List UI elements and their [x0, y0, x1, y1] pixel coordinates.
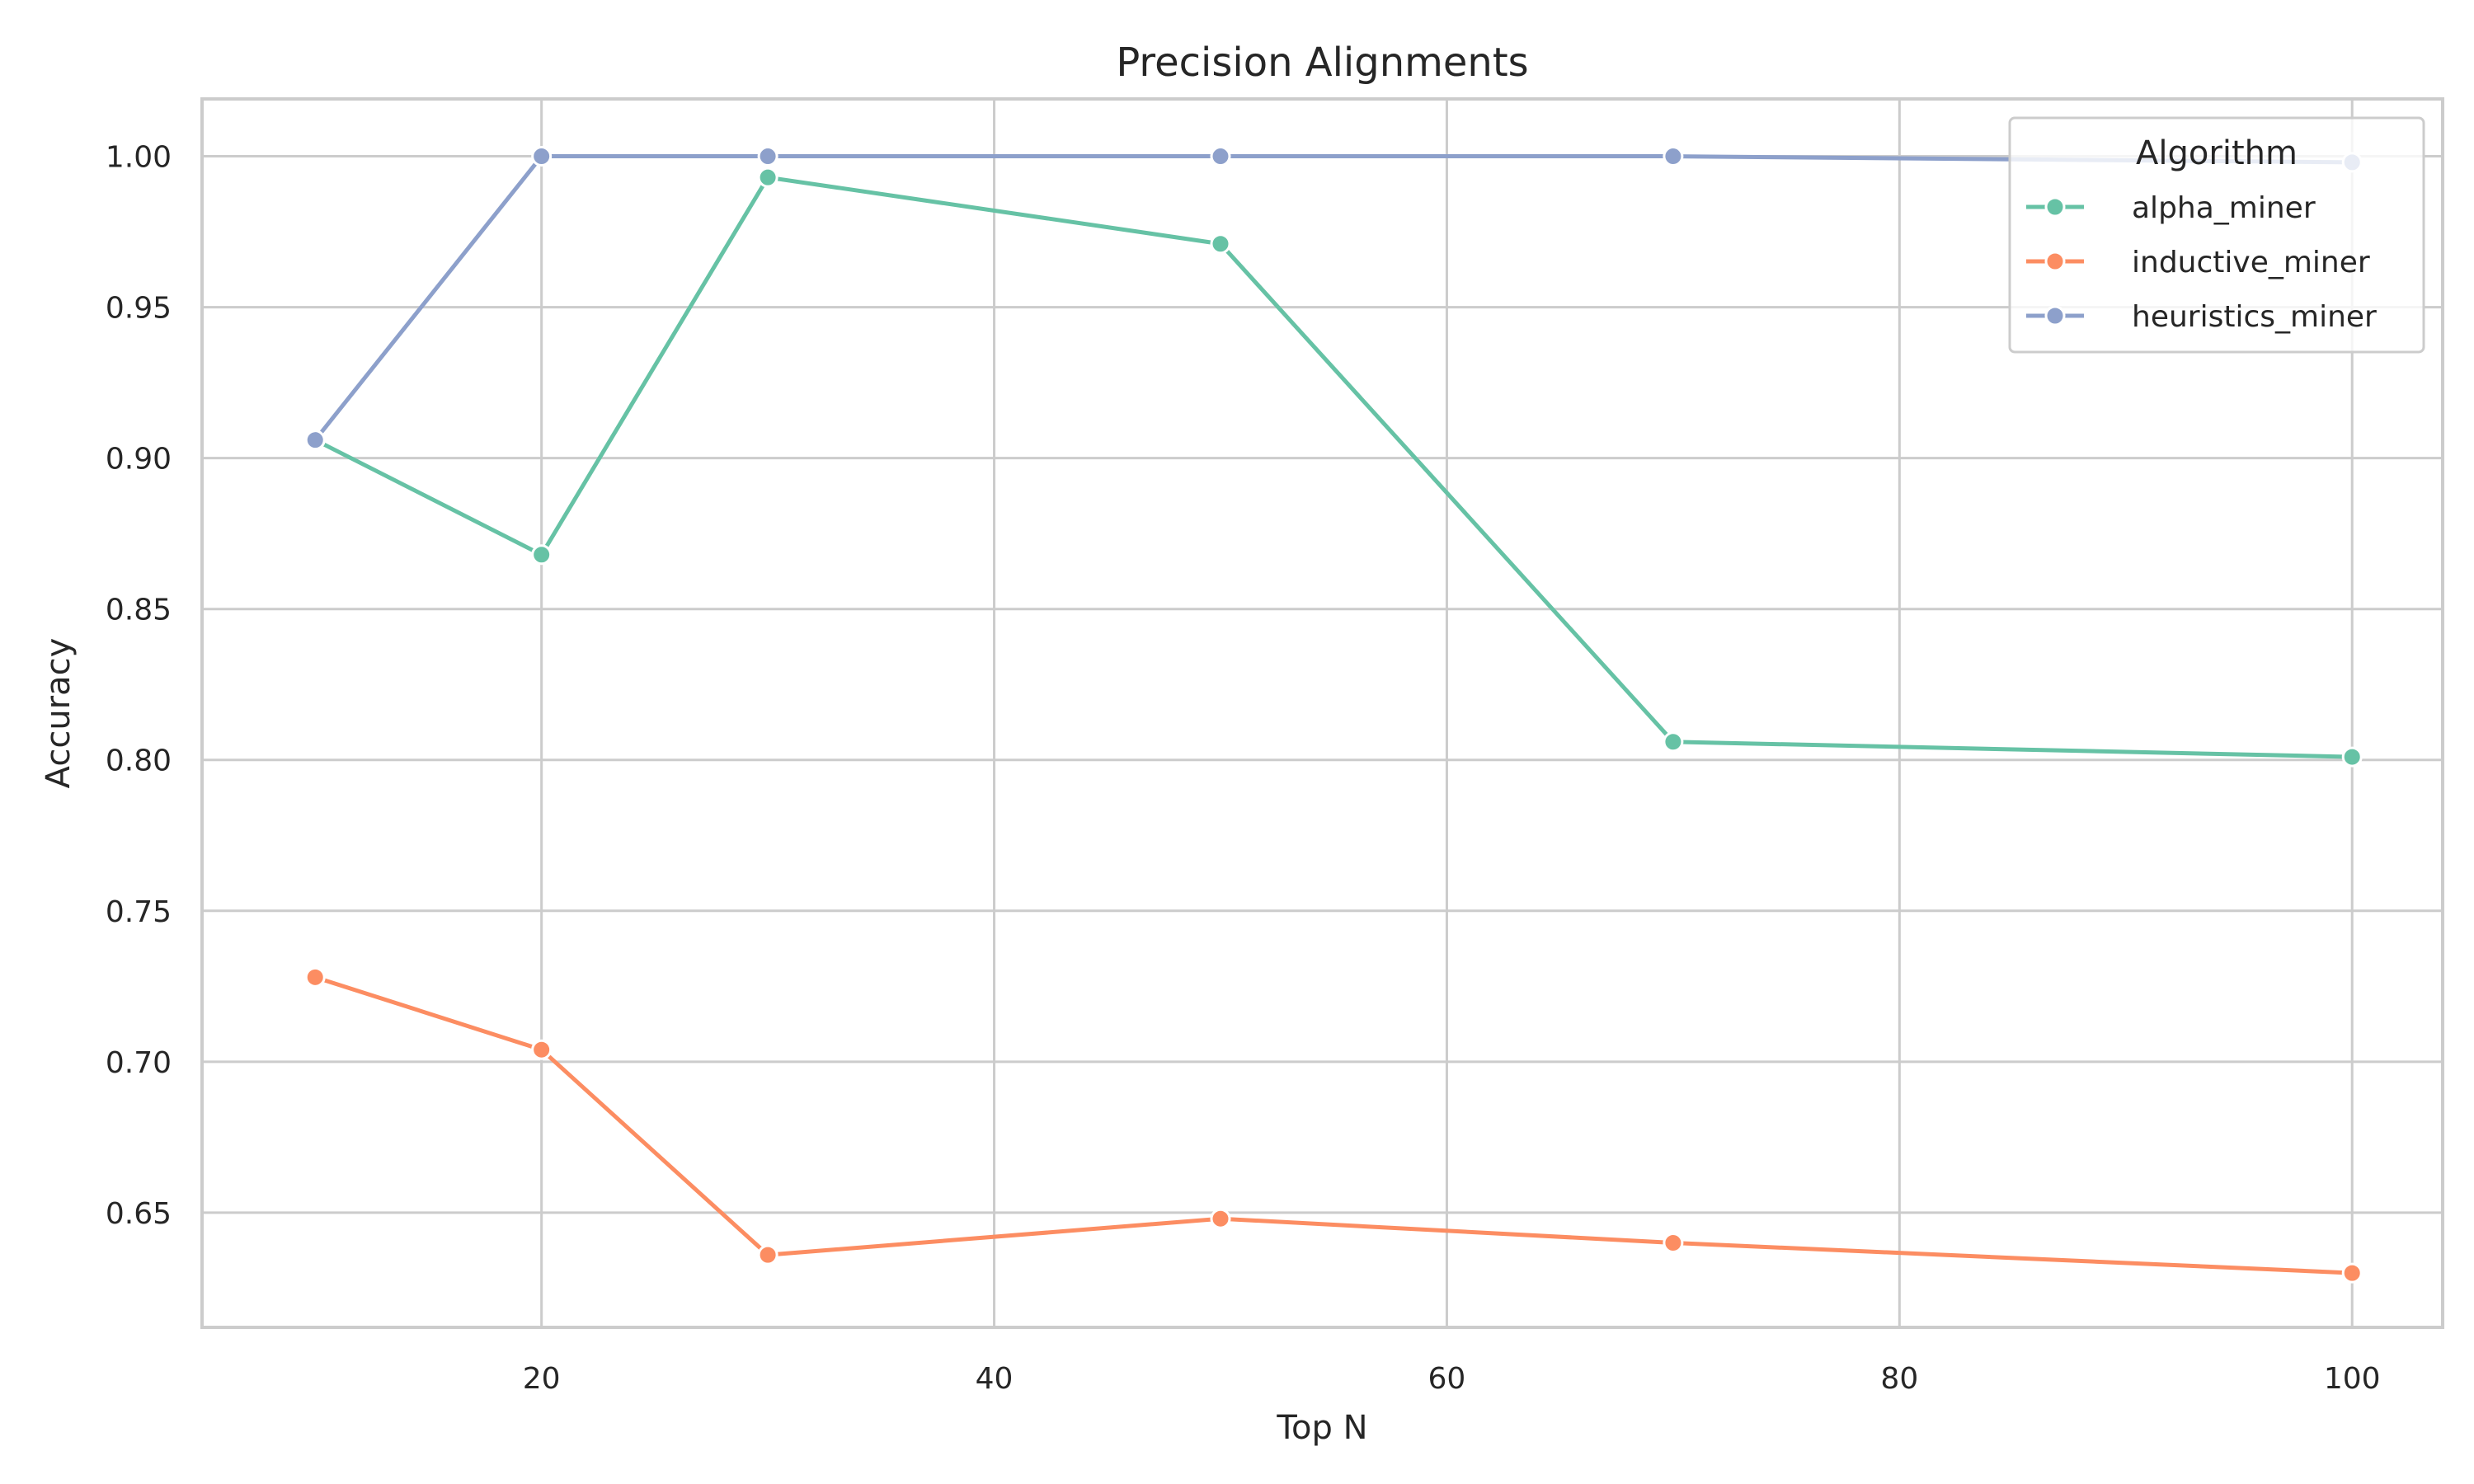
chart-title: Precision Alignments: [1116, 40, 1528, 86]
grid: [202, 99, 2443, 1327]
legend-item: alpha_miner: [2026, 191, 2316, 225]
x-tick-label: 100: [2324, 1362, 2381, 1396]
legend-swatch-marker: [2044, 251, 2066, 272]
series-inductive_miner: [304, 966, 2363, 1284]
series-line: [313, 154, 2353, 442]
series-layer: [304, 146, 2363, 1284]
legend-label: inductive_miner: [2132, 246, 2370, 279]
data-point: [757, 167, 778, 188]
legend-swatch-marker: [2044, 305, 2066, 326]
data-point: [1663, 1232, 1684, 1253]
data-point: [2341, 746, 2363, 768]
y-tick-label: 0.75: [106, 895, 172, 929]
y-tick-label: 0.80: [106, 744, 172, 778]
data-point: [1210, 146, 1231, 167]
data-point: [757, 146, 778, 167]
legend: Algorithm alpha_miner inductive_minerheur…: [2008, 116, 2425, 354]
x-tick-label: 40: [976, 1362, 1014, 1396]
legend-swatch-marker: [2044, 196, 2066, 218]
data-point: [757, 1244, 778, 1266]
legend-item: inductive_miner: [2026, 246, 2370, 279]
data-point: [1663, 146, 1684, 167]
data-point: [1210, 233, 1231, 255]
ticks: 20 40 60 80 100 0.65 0.70 0.75 0.80 0.85 0.90 0.95 1…: [106, 141, 2381, 1396]
data-point: [304, 430, 326, 451]
y-tick-label: 0.65: [106, 1197, 172, 1231]
legend-item: heuristics_miner: [2026, 300, 2377, 334]
plot-frame: [200, 97, 2444, 1329]
legend-title: Algorithm: [2136, 134, 2298, 172]
legend-box: [2008, 116, 2425, 354]
x-tick-label: 80: [1880, 1362, 1918, 1396]
legend-items: alpha_miner inductive_miner heuristics_min…: [2026, 191, 2377, 334]
data-point: [531, 544, 553, 566]
y-axis-label: Accuracy: [40, 638, 78, 789]
data-point: [531, 146, 553, 167]
x-axis-label: Top N: [1276, 1409, 1367, 1447]
x-tick-label: 20: [523, 1362, 561, 1396]
y-tick-label: 0.90: [106, 443, 172, 477]
data-point: [531, 1039, 553, 1060]
data-point: [1210, 1208, 1231, 1229]
series-line: [314, 175, 2353, 759]
y-tick-label: 0.85: [106, 594, 172, 627]
data-point: [1663, 731, 1684, 753]
x-tick-label: 60: [1428, 1362, 1466, 1396]
y-tick-label: 1.00: [106, 141, 172, 175]
series-line: [314, 974, 2353, 1275]
y-tick-label: 0.95: [106, 292, 172, 326]
legend-label: heuristics_miner: [2132, 300, 2377, 334]
legend-label: alpha_miner: [2132, 191, 2316, 225]
data-point: [2341, 1262, 2363, 1284]
y-tick-label: 0.70: [106, 1046, 172, 1080]
data-point: [304, 966, 326, 988]
